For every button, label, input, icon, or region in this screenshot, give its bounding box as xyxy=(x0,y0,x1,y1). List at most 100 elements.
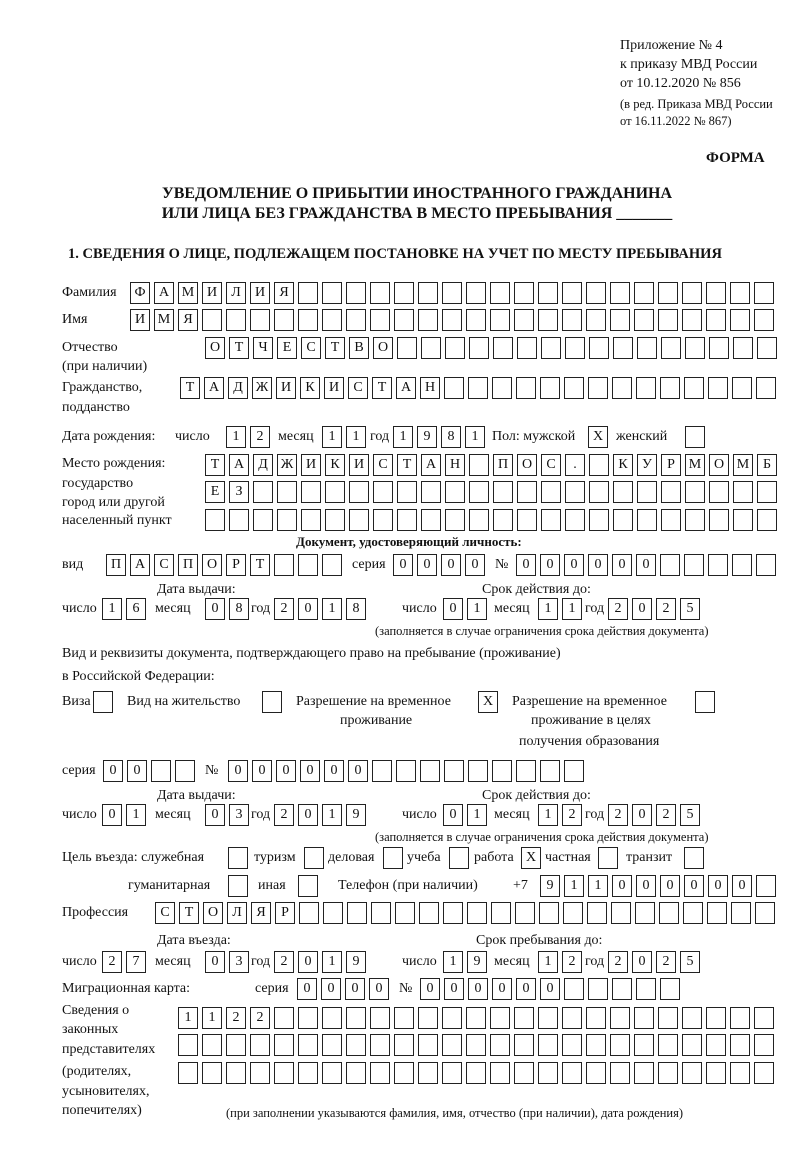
char-box[interactable] xyxy=(421,481,441,503)
char-box[interactable]: 8 xyxy=(229,598,249,620)
char-box[interactable] xyxy=(466,1062,486,1084)
char-box[interactable]: 1 xyxy=(538,598,558,620)
char-box[interactable] xyxy=(514,309,534,331)
char-box[interactable] xyxy=(274,1034,294,1056)
char-box[interactable]: Ф xyxy=(130,282,150,304)
char-box[interactable]: 9 xyxy=(346,951,366,973)
char-box[interactable] xyxy=(493,337,513,359)
char-box[interactable] xyxy=(445,481,465,503)
char-box[interactable] xyxy=(301,481,321,503)
char-box[interactable]: И xyxy=(349,454,369,476)
char-box[interactable]: 0 xyxy=(321,978,341,1000)
char-box[interactable] xyxy=(469,481,489,503)
char-box[interactable]: 0 xyxy=(636,554,656,576)
char-box[interactable] xyxy=(515,902,535,924)
char-box[interactable] xyxy=(613,509,633,531)
char-box[interactable]: 2 xyxy=(562,804,582,826)
char-box[interactable] xyxy=(346,1034,366,1056)
char-box[interactable] xyxy=(637,481,657,503)
char-box[interactable] xyxy=(490,1062,510,1084)
char-box[interactable] xyxy=(202,1062,222,1084)
char-box[interactable] xyxy=(611,902,631,924)
char-box[interactable] xyxy=(466,1034,486,1056)
char-box[interactable]: 3 xyxy=(229,951,249,973)
char-box[interactable]: 0 xyxy=(588,554,608,576)
char-box[interactable] xyxy=(685,481,705,503)
char-box[interactable] xyxy=(565,509,585,531)
char-box[interactable]: 1 xyxy=(202,1007,222,1029)
char-box[interactable] xyxy=(564,760,584,782)
char-box[interactable] xyxy=(514,1007,534,1029)
char-box[interactable] xyxy=(564,377,584,399)
char-box[interactable] xyxy=(444,760,464,782)
char-box[interactable]: 1 xyxy=(467,598,487,620)
char-box[interactable]: 0 xyxy=(684,875,704,897)
char-box[interactable]: 2 xyxy=(656,804,676,826)
char-box[interactable]: 0 xyxy=(348,760,368,782)
char-box[interactable]: 5 xyxy=(680,951,700,973)
char-box[interactable] xyxy=(298,1034,318,1056)
char-box[interactable] xyxy=(756,875,776,897)
char-box[interactable]: 0 xyxy=(324,760,344,782)
char-box[interactable] xyxy=(419,902,439,924)
char-box[interactable]: Я xyxy=(178,309,198,331)
char-box[interactable] xyxy=(754,309,774,331)
char-box[interactable] xyxy=(178,1034,198,1056)
char-box[interactable]: Ж xyxy=(277,454,297,476)
char-box[interactable] xyxy=(449,847,469,869)
char-box[interactable] xyxy=(228,847,248,869)
char-box[interactable] xyxy=(754,282,774,304)
char-box[interactable] xyxy=(661,337,681,359)
char-box[interactable] xyxy=(613,481,633,503)
char-box[interactable]: 0 xyxy=(732,875,752,897)
char-box[interactable] xyxy=(586,1062,606,1084)
char-box[interactable]: 0 xyxy=(612,554,632,576)
char-box[interactable]: 0 xyxy=(632,598,652,620)
char-box[interactable] xyxy=(589,481,609,503)
char-box[interactable]: 0 xyxy=(417,554,437,576)
char-box[interactable] xyxy=(322,1007,342,1029)
char-box[interactable]: 2 xyxy=(608,804,628,826)
char-box[interactable] xyxy=(466,1007,486,1029)
char-box[interactable] xyxy=(538,1034,558,1056)
char-box[interactable] xyxy=(323,902,343,924)
char-box[interactable] xyxy=(445,509,465,531)
char-box[interactable]: Б xyxy=(757,454,777,476)
char-box[interactable]: 0 xyxy=(393,554,413,576)
char-box[interactable] xyxy=(304,847,324,869)
char-box[interactable] xyxy=(442,1062,462,1084)
char-box[interactable] xyxy=(709,509,729,531)
char-box[interactable] xyxy=(564,978,584,1000)
char-box[interactable] xyxy=(492,377,512,399)
char-box[interactable] xyxy=(612,377,632,399)
char-box[interactable]: 0 xyxy=(298,951,318,973)
char-box[interactable]: Т xyxy=(180,377,200,399)
char-box[interactable] xyxy=(682,1007,702,1029)
char-box[interactable] xyxy=(730,1034,750,1056)
char-box[interactable]: 0 xyxy=(369,978,389,1000)
char-box[interactable]: О xyxy=(517,454,537,476)
char-box[interactable]: 0 xyxy=(345,978,365,1000)
char-box[interactable] xyxy=(373,481,393,503)
char-box[interactable] xyxy=(514,1062,534,1084)
char-box[interactable] xyxy=(756,377,776,399)
char-box[interactable] xyxy=(757,509,777,531)
char-box[interactable] xyxy=(589,454,609,476)
char-box[interactable] xyxy=(346,282,366,304)
char-box[interactable]: К xyxy=(613,454,633,476)
char-box[interactable]: 8 xyxy=(346,598,366,620)
char-box[interactable]: 0 xyxy=(300,760,320,782)
char-box[interactable] xyxy=(442,282,462,304)
char-box[interactable]: 2 xyxy=(250,426,270,448)
char-box[interactable] xyxy=(492,760,512,782)
char-box[interactable] xyxy=(540,760,560,782)
char-box[interactable] xyxy=(250,1034,270,1056)
char-box[interactable] xyxy=(490,1034,510,1056)
char-box[interactable] xyxy=(202,1034,222,1056)
char-box[interactable]: Р xyxy=(275,902,295,924)
char-box[interactable] xyxy=(370,282,390,304)
char-box[interactable] xyxy=(634,1034,654,1056)
char-box[interactable] xyxy=(685,426,705,448)
char-box[interactable]: 1 xyxy=(178,1007,198,1029)
char-box[interactable] xyxy=(467,902,487,924)
